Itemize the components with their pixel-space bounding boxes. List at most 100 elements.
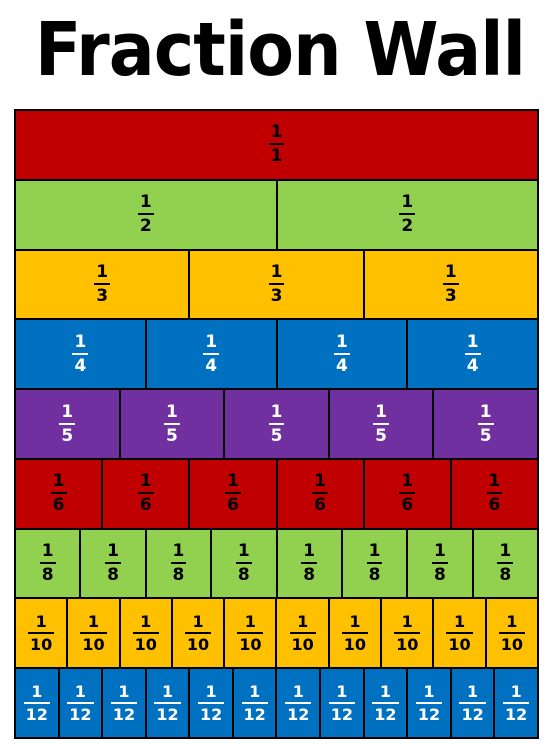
fraction-denominator: 6 [401, 495, 414, 516]
fraction-label: 1 10 [237, 613, 264, 654]
fraction-bar [415, 701, 443, 704]
fraction-denominator: 12 [461, 704, 484, 724]
fraction-denominator: 10 [239, 634, 262, 654]
fraction-denominator: 8 [107, 565, 119, 586]
fraction-bar [477, 422, 494, 425]
fraction-label: 1 12 [503, 681, 530, 723]
fraction-denominator: 10 [448, 634, 471, 654]
fraction-denominator: 8 [237, 565, 250, 586]
fraction-numerator: 1 [118, 681, 130, 701]
fraction-numerator: 1 [61, 401, 74, 422]
fraction-bar [80, 631, 107, 634]
fraction-label: 1 12 [285, 683, 312, 723]
fraction-denominator: 8 [41, 565, 54, 586]
fraction-numerator: 1 [479, 401, 492, 422]
fraction-bar [170, 562, 187, 565]
fraction-piece: 1 10 [434, 599, 487, 668]
fraction-bar [94, 282, 111, 285]
fraction-numerator: 1 [401, 611, 413, 631]
fraction-label: 1 12 [67, 683, 94, 723]
fraction-bar [203, 352, 220, 355]
fraction-numerator: 1 [336, 681, 348, 701]
fraction-label: 1 12 [241, 683, 268, 723]
fraction-denominator: 10 [30, 634, 53, 654]
fraction-denominator: 10 [291, 634, 314, 654]
fraction-denominator: 3 [270, 285, 283, 306]
fraction-denominator: 3 [444, 285, 457, 306]
fraction-bar [333, 352, 350, 355]
fraction-bar [432, 562, 448, 565]
page-title: Fraction Wall [34, 7, 526, 93]
fraction-numerator: 1 [139, 471, 152, 492]
fraction-label: 1 12 [197, 681, 225, 723]
fraction-denominator: 4 [466, 355, 479, 376]
fraction-piece: 1 12 [277, 669, 322, 738]
fraction-denominator: 10 [82, 634, 105, 654]
fraction-piece: 1 12 [233, 669, 278, 738]
fraction-numerator: 1 [434, 541, 446, 562]
fraction-bar [446, 631, 473, 634]
fraction-numerator: 1 [467, 681, 479, 701]
fraction-denominator: 12 [374, 704, 397, 724]
fraction-bar [67, 701, 94, 704]
fraction-denominator: 5 [165, 425, 178, 446]
fraction-label: 1 12 [372, 681, 399, 724]
fraction-piece: 1 10 [16, 599, 69, 668]
fraction-denominator: 12 [112, 704, 136, 724]
fraction-denominator: 5 [61, 425, 74, 446]
fraction-denominator: 10 [396, 634, 419, 654]
fraction-piece: 1 12 [190, 669, 234, 738]
fraction-numerator: 1 [107, 541, 119, 562]
fraction-bar [442, 282, 459, 285]
fraction-denominator: 6 [227, 495, 239, 516]
fraction-denominator: 6 [52, 495, 65, 516]
fraction-piece: 1 12 [59, 669, 104, 738]
fraction-numerator: 1 [205, 681, 217, 701]
fraction-label: 1 10 [28, 613, 55, 654]
fraction-label: 1 12 [154, 683, 181, 723]
fraction-denominator: 5 [375, 425, 387, 446]
fraction-numerator: 1 [453, 611, 466, 631]
fraction-numerator: 1 [270, 122, 283, 143]
fraction-numerator: 1 [488, 471, 501, 492]
fraction-piece: 1 10 [225, 599, 278, 668]
fraction-denominator: 8 [368, 565, 381, 586]
fraction-denominator: 6 [314, 495, 327, 516]
fraction-numerator: 1 [379, 681, 391, 701]
fraction-bar [289, 631, 316, 634]
fraction-denominator: 4 [74, 355, 87, 376]
fraction-denominator: 12 [330, 704, 353, 724]
fraction-numerator: 1 [510, 681, 522, 701]
fraction-bar [301, 562, 318, 565]
fraction-bar [497, 562, 514, 565]
fraction-piece: 1 10 [120, 599, 173, 668]
fraction-piece: 1 10 [486, 599, 537, 668]
fraction-label: 1 10 [289, 613, 316, 654]
fraction-piece: 1 12 [103, 669, 147, 738]
fraction-numerator: 1 [41, 541, 54, 562]
fraction-bar [372, 701, 399, 704]
fraction-bar [373, 422, 389, 425]
fraction-denominator: 10 [134, 634, 157, 654]
fraction-bar [399, 213, 416, 216]
